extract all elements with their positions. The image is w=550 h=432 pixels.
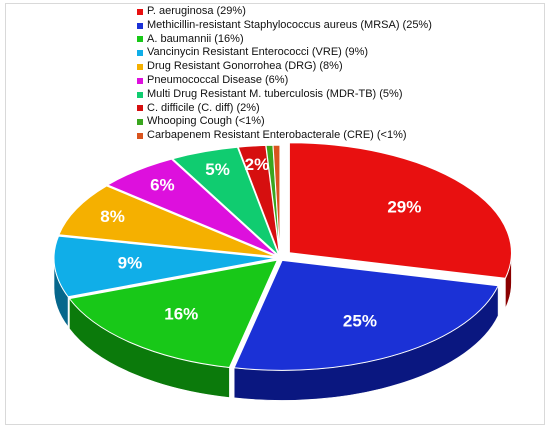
legend-item: P. aeruginosa (29%): [137, 5, 432, 19]
data-label: 16%: [164, 304, 198, 323]
chart-legend: P. aeruginosa (29%) Methicillin-resistant…: [137, 5, 432, 143]
legend-item: Whooping Cough (<1%): [137, 115, 432, 129]
legend-label: Drug Resistant Gonorrohea (DRG) (8%): [147, 60, 343, 73]
legend-item: Vancinycin Resistant Enterococci (VRE) (…: [137, 46, 432, 60]
legend-label: P. aeruginosa (29%): [147, 5, 246, 17]
pie-slice: [288, 142, 512, 279]
legend-swatch: [137, 91, 143, 98]
pie-slices: [53, 142, 512, 371]
legend-swatch: [137, 50, 143, 57]
data-label: 9%: [118, 253, 143, 272]
data-label: 29%: [387, 197, 421, 216]
pie-slice: [53, 235, 277, 298]
legend-item: Pneumococcal Disease (6%): [137, 74, 432, 88]
legend-item: Drug Resistant Gonorrohea (DRG) (8%): [137, 60, 432, 74]
legend-label: Carbapenem Resistant Enterobacterale (CR…: [147, 129, 407, 142]
pie-slice: [272, 144, 281, 256]
legend-item: A. baumannii (16%): [137, 33, 432, 47]
legend-swatch: [137, 8, 143, 15]
legend-item: C. difficile (C. diff) (2%): [137, 102, 432, 116]
pie-slice: [233, 259, 499, 371]
data-label: 25%: [343, 311, 377, 330]
legend-label: C. difficile (C. diff) (2%): [147, 101, 260, 114]
pie-slice: [171, 146, 280, 256]
legend-label: A. baumannii (16%): [147, 32, 244, 45]
legend-swatch: [137, 119, 143, 126]
pie-slice: [106, 158, 278, 257]
legend-item: Multi Drug Resistant M. tuberculosis (MD…: [137, 88, 432, 102]
legend-swatch: [137, 105, 143, 112]
legend-swatch: [137, 64, 143, 71]
legend-label: Vancinycin Resistant Enterococci (VRE) (…: [147, 46, 369, 59]
data-label: 5%: [205, 160, 230, 179]
legend-swatch: [137, 22, 143, 29]
data-label: 8%: [100, 207, 125, 226]
legend-label: Pneumococcal Disease (6%): [147, 73, 289, 86]
legend-item: Methicillin-resistant Staphylococcus aur…: [137, 19, 432, 33]
data-label: 6%: [150, 175, 175, 194]
legend-swatch: [137, 36, 143, 43]
pie-slice: [68, 259, 279, 369]
legend-label: Whooping Cough (<1%): [147, 115, 265, 128]
legend-swatch: [137, 77, 143, 84]
legend-label: Methicillin-resistant Staphylococcus aur…: [147, 18, 432, 31]
legend-label: Multi Drug Resistant M. tuberculosis (MD…: [147, 87, 403, 100]
pie-slice: [58, 185, 277, 258]
data-labels: 29% 25% 16% 9% 8% 6% 5% 2%: [100, 155, 421, 330]
data-label: 2%: [245, 155, 270, 174]
legend-item: Carbapenem Resistant Enterobacterale (CR…: [137, 129, 432, 143]
legend-swatch: [137, 133, 143, 140]
